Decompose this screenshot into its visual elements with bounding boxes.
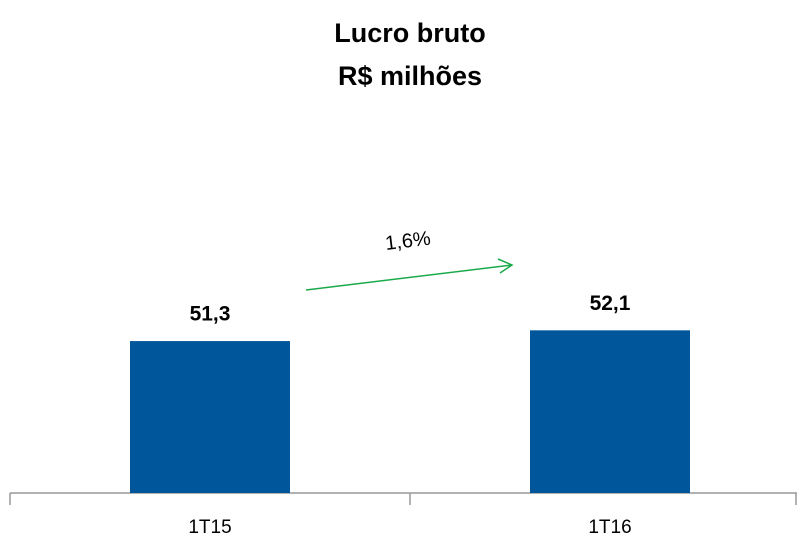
data-label: 51,3: [190, 303, 231, 326]
data-label: 52,1: [590, 292, 631, 315]
bar: [530, 330, 690, 493]
x-tick-label: 1T15: [188, 517, 231, 538]
growth-arrow: [305, 258, 514, 291]
bar: [130, 341, 290, 493]
annotation: 1,6%: [384, 228, 432, 255]
x-tick-label: 1T16: [588, 517, 631, 538]
chart-subtitle: R$ milhões: [338, 61, 482, 91]
chart-title: Lucro bruto: [334, 18, 485, 48]
